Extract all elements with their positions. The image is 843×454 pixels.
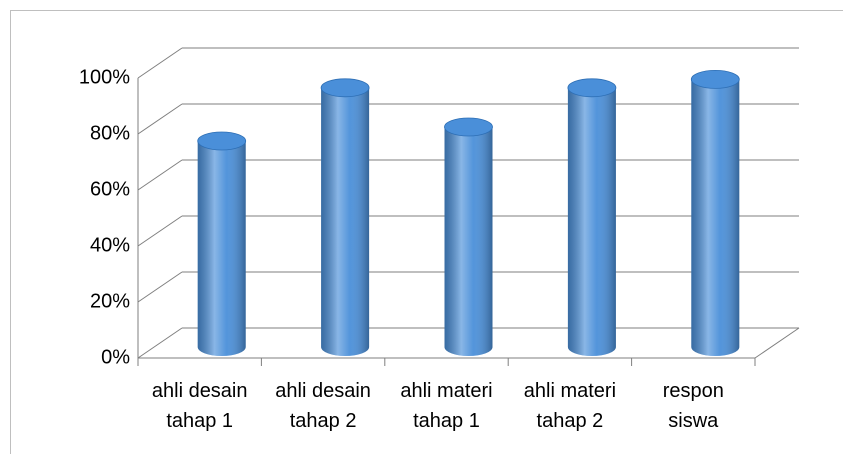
- grid-line: [137, 159, 183, 191]
- bar-shade: [691, 79, 740, 357]
- bar: [690, 70, 740, 357]
- bar: [567, 78, 617, 357]
- bar-top: [567, 78, 617, 98]
- bar: [444, 117, 493, 356]
- grid-line: [137, 271, 183, 303]
- x-tick-label: ahli materi tahap 1: [400, 380, 493, 432]
- y-tick-label: 40%: [90, 234, 130, 256]
- bar-top: [444, 117, 493, 137]
- grid-line: [137, 103, 183, 135]
- bar-shade: [321, 87, 370, 357]
- bar-top: [197, 131, 247, 151]
- bar-shade: [444, 127, 493, 356]
- bar-shade: [197, 141, 246, 356]
- floor-right: [754, 327, 800, 359]
- y-tick-label: 60%: [90, 178, 130, 200]
- grid-line: [137, 327, 183, 359]
- bar-top: [320, 78, 370, 98]
- y-tick-label: 0%: [101, 346, 130, 368]
- bar: [197, 131, 247, 356]
- bar-shade: [567, 87, 616, 357]
- grid-line: [137, 47, 183, 79]
- y-tick-label: 80%: [90, 122, 130, 144]
- grid-line: [137, 215, 183, 247]
- x-tick-label: ahli desain tahap 2: [275, 380, 371, 432]
- chart-border: [10, 10, 843, 454]
- y-tick-label: 100%: [79, 66, 130, 88]
- x-tick-label: ahli desain tahap 1: [151, 380, 248, 432]
- bar-top: [690, 70, 740, 89]
- y-tick-label: 20%: [90, 290, 130, 312]
- x-tick-label: respon siswa: [662, 380, 724, 432]
- bar: [320, 78, 370, 357]
- x-tick-label: ahli materi tahap 2: [523, 380, 617, 432]
